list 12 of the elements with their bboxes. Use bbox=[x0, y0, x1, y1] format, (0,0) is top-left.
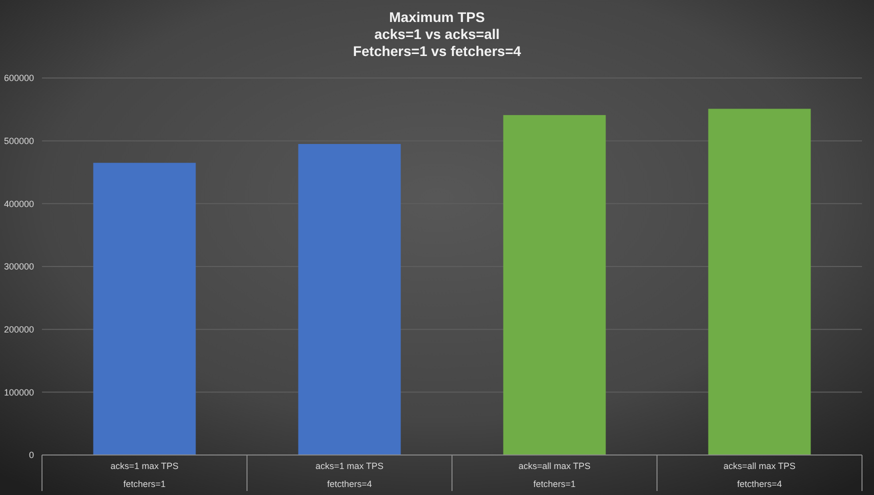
x-tick-label: acks=1 max TPS fetchers=1 bbox=[110, 461, 179, 489]
y-tick-label: 500000 bbox=[4, 136, 34, 146]
chart-title: Maximum TPS acks=1 vs acks=all Fetchers=1 vs fetchers=4 bbox=[352, 9, 522, 59]
y-tick-label: 200000 bbox=[4, 324, 34, 334]
x-tick-label: acks=all max TPS fetcthers=4 bbox=[723, 461, 796, 489]
y-tick-label: 0 bbox=[28, 450, 34, 460]
y-tick-label: 600000 bbox=[4, 73, 34, 84]
x-tick-label: acks=all max TPS fetchers=1 bbox=[518, 461, 591, 489]
x-tick-label: acks=1 max TPS fetcthers=4 bbox=[315, 461, 384, 489]
y-tick-label: 100000 bbox=[4, 387, 34, 398]
y-tick-label: 400000 bbox=[4, 198, 34, 209]
y-tick-label: 300000 bbox=[4, 262, 34, 272]
